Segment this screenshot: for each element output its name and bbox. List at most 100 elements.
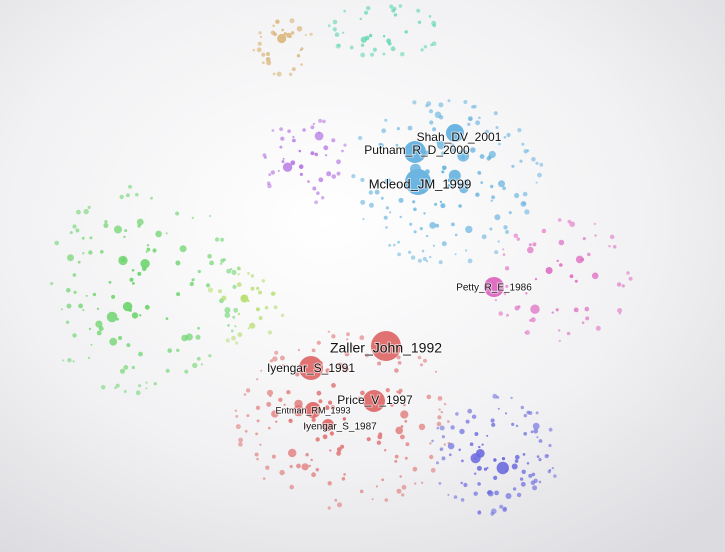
node [494,250,499,255]
node [514,459,519,463]
node [276,71,282,77]
node [436,421,442,427]
node [385,206,389,210]
node [331,138,336,143]
node [419,227,423,231]
node [580,257,585,262]
node [310,125,315,130]
node [474,472,477,475]
node [220,237,225,242]
node [516,492,522,498]
node [432,244,435,247]
node [123,235,126,239]
node [209,214,212,218]
node [538,439,543,443]
node [530,317,536,323]
node [262,477,266,480]
node [522,453,526,456]
node [341,477,346,481]
node [401,493,405,497]
node [363,390,385,412]
node [537,172,542,178]
node [54,240,59,246]
node [358,396,362,400]
node [473,491,478,496]
node [475,120,480,126]
node [100,250,104,254]
node [278,397,283,402]
node [493,458,497,462]
node [626,271,630,275]
node [505,493,512,499]
node [165,317,169,320]
node [439,200,443,204]
node [593,222,596,225]
node [493,111,498,116]
node [492,393,498,399]
node [413,207,417,212]
node [515,454,520,460]
node [556,259,559,263]
node [486,466,489,469]
node [131,312,139,319]
node [434,370,438,373]
node [189,281,194,287]
node [245,388,251,393]
node [250,286,255,291]
node [108,280,112,284]
node [491,508,497,514]
node [314,152,319,157]
node [273,305,278,310]
node [256,286,260,291]
node [308,464,311,468]
node [145,250,148,253]
node [474,457,477,460]
node [376,182,380,186]
node [282,157,285,160]
node [523,413,527,418]
node [328,400,333,405]
node [359,335,365,341]
node [304,34,307,36]
node [438,260,443,265]
node [271,454,276,459]
node [483,467,488,471]
node [381,128,387,134]
node [439,447,444,452]
node [535,161,539,165]
node [260,35,263,39]
node [490,199,493,202]
node [528,411,533,415]
node [128,184,133,189]
node [450,425,455,430]
node [237,267,241,271]
node [409,222,413,226]
node [137,271,142,276]
node [336,171,341,176]
node [553,474,557,478]
node [417,355,422,360]
node [88,327,92,331]
node [532,242,537,247]
node [396,488,402,494]
node [364,10,368,15]
node [530,430,534,434]
node [446,124,464,142]
node [528,243,532,247]
node [530,304,540,314]
node [521,469,526,474]
node [92,292,97,297]
node [282,162,293,172]
node [209,260,215,266]
node [524,209,530,215]
node [106,311,118,323]
node [498,180,505,188]
node [398,197,404,203]
node [247,299,250,302]
node [343,473,346,476]
node [463,482,468,488]
node [136,218,144,226]
node [469,442,474,447]
node [231,335,236,341]
node [131,365,135,370]
